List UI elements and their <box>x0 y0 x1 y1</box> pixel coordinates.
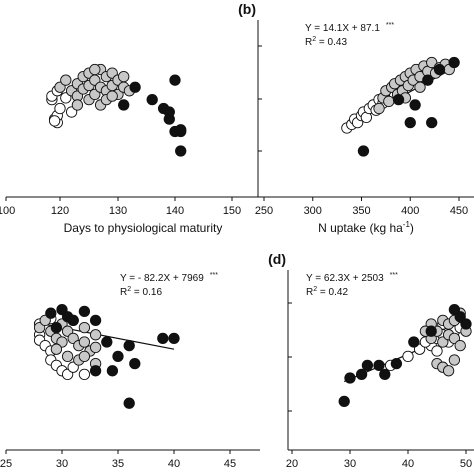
data-point-black <box>425 325 437 337</box>
data-point-grey <box>426 56 438 69</box>
x-axis-label: Days to physiological maturity <box>64 221 223 235</box>
data-point-open <box>78 368 91 381</box>
panel-label: (b) <box>238 1 256 17</box>
data-point-black <box>118 99 130 111</box>
data-point-black <box>357 145 370 157</box>
data-point-grey <box>78 350 91 363</box>
data-point-black <box>408 336 420 348</box>
data-point-black <box>390 357 403 370</box>
data-point-black <box>392 94 405 106</box>
panel-label: (d) <box>268 251 286 267</box>
data-point-black <box>101 336 113 348</box>
x-tick-label: 25 <box>0 458 12 470</box>
data-point-black <box>355 368 368 381</box>
x-axis-label: N uptake (kg ha-1) <box>318 220 414 235</box>
r-squared: R2 = 0.42 <box>306 286 348 298</box>
regression-equation: Y = 14.1X + 87.1 *** <box>305 22 394 34</box>
data-point-black <box>123 397 135 409</box>
regression-equation: Y = 62.3X + 2503 *** <box>306 272 398 284</box>
data-point-black <box>129 81 141 93</box>
r-squared: R2 = 0.16 <box>120 286 162 298</box>
data-point-grey <box>454 339 466 352</box>
panel-c: 2530354045Nitrogen use efficiency (kg kg… <box>0 272 260 474</box>
r-squared: R2 = 0.43 <box>305 36 347 48</box>
data-point-grey <box>89 329 102 341</box>
x-tick-label: 120 <box>51 205 69 217</box>
x-tick-label: 50 <box>460 458 472 470</box>
data-point-black <box>460 318 472 330</box>
data-point-black <box>409 99 421 111</box>
data-point-open <box>54 102 66 115</box>
data-point-grey <box>448 354 461 366</box>
data-point-open <box>48 115 61 127</box>
data-point-grey <box>89 63 101 76</box>
data-point-black <box>433 63 446 76</box>
x-tick-label: 40 <box>168 458 180 470</box>
data-point-grey <box>78 336 91 348</box>
x-tick-label: 130 <box>109 205 127 217</box>
data-point-black <box>157 332 169 345</box>
data-point-black <box>106 365 119 377</box>
data-point-black <box>123 339 135 352</box>
data-point-open <box>431 345 443 357</box>
data-point-black <box>379 368 391 381</box>
x-tick-label: 300 <box>304 205 322 217</box>
data-point-black <box>426 117 438 129</box>
data-point-black <box>168 332 180 345</box>
x-tick-label: 400 <box>401 205 419 217</box>
data-point-grey <box>414 81 426 93</box>
data-point-grey <box>383 95 395 108</box>
data-point-black <box>169 74 181 86</box>
data-point-black <box>175 145 187 157</box>
data-point-black <box>373 359 385 372</box>
data-point-grey <box>50 343 63 355</box>
data-point-black <box>404 117 416 129</box>
data-point-grey <box>442 365 455 377</box>
data-point-black <box>112 350 124 363</box>
data-point-black <box>78 305 91 318</box>
data-point-grey <box>60 74 72 86</box>
panel-d: 20304050Harvest index (%)(d)Y = 62.3X + … <box>268 251 474 470</box>
data-point-black <box>448 56 460 69</box>
data-point-grey <box>71 99 84 111</box>
data-point-black <box>89 365 102 377</box>
data-point-black <box>67 314 79 327</box>
x-tick-label: 150 <box>223 205 241 217</box>
data-point-grey <box>373 102 385 115</box>
data-point-black <box>89 314 102 327</box>
x-tick-label: 30 <box>56 458 68 470</box>
data-point-black <box>163 106 175 118</box>
x-tick-label: 45 <box>224 458 236 470</box>
data-point-black <box>361 359 374 372</box>
data-point-black <box>422 74 434 86</box>
data-point-grey <box>61 350 74 363</box>
data-point-grey <box>106 90 118 102</box>
data-point-black <box>344 372 356 384</box>
data-point-black <box>338 395 350 408</box>
x-tick-label: 40 <box>402 458 414 470</box>
x-tick-label: 30 <box>344 458 356 470</box>
panel-b: 250 300 350 400 450 N uptake (kg ha-1) (b) Y = … <box>238 1 474 235</box>
data-point-open <box>402 350 414 363</box>
data-point-black <box>175 124 187 136</box>
data-point-grey <box>118 70 130 83</box>
x-tick-label: 250 <box>255 205 273 217</box>
data-point-grey <box>89 341 102 354</box>
x-tick-label: 450 <box>450 205 468 217</box>
data-point-grey <box>78 321 91 334</box>
data-point-black <box>146 94 158 106</box>
x-tick-label: 350 <box>352 205 370 217</box>
data-point-black <box>50 321 63 334</box>
x-tick-label: 35 <box>112 458 124 470</box>
regression-equation: Y = - 82.2X + 7969 *** <box>120 272 218 284</box>
x-tick-label: 20 <box>286 458 298 470</box>
data-point-black <box>45 307 57 319</box>
x-tick-label: 100 <box>0 205 15 217</box>
x-tick-label: 140 <box>166 205 184 217</box>
data-point-black <box>129 357 141 370</box>
